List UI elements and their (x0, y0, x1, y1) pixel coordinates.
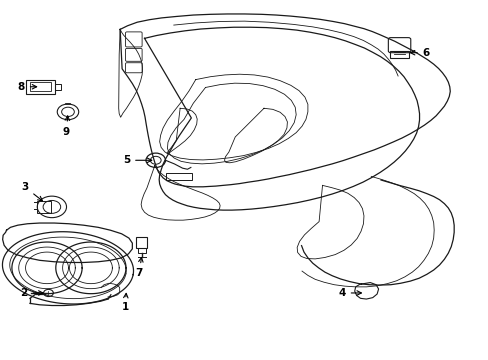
Text: 1: 1 (121, 293, 128, 312)
Bar (165, 173, 192, 180)
Bar (26, 80, 55, 94)
Text: 7: 7 (135, 257, 143, 278)
Text: 9: 9 (63, 116, 70, 136)
Bar (30, 82, 51, 91)
Bar (389, 51, 408, 58)
Text: 2: 2 (20, 288, 43, 298)
Bar (136, 237, 147, 248)
Text: 8: 8 (18, 82, 37, 92)
Bar (55, 84, 61, 90)
Text: 3: 3 (21, 182, 42, 201)
Bar (138, 248, 146, 253)
Bar (37, 201, 51, 213)
Text: 6: 6 (409, 48, 429, 58)
Text: 5: 5 (122, 155, 151, 165)
Text: 4: 4 (338, 288, 361, 298)
